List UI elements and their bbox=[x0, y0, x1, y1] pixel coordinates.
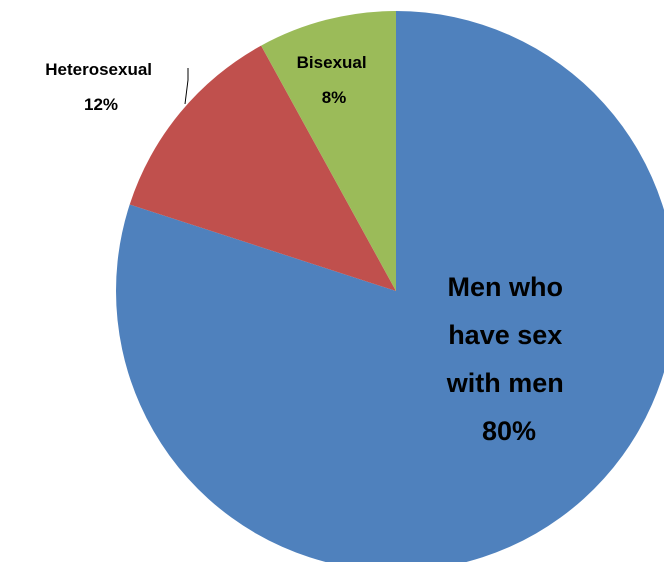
slice-bisexual bbox=[261, 11, 396, 291]
leader-line-heterosexual bbox=[184, 68, 189, 105]
label-heterosexual: Heterosexual 12% bbox=[45, 60, 157, 114]
label-msm-pct: 80% bbox=[482, 416, 536, 446]
label-bisexual: Bisexual 8% bbox=[297, 53, 372, 107]
slice-msm bbox=[116, 11, 664, 562]
label-msm-line-3: with men bbox=[446, 368, 564, 398]
slice-heterosexual bbox=[129, 45, 397, 292]
label-heterosexual-pct: 12% bbox=[84, 95, 118, 114]
label-msm: Men who have sex with men 80% bbox=[446, 272, 572, 446]
label-msm-line-2: have sex bbox=[448, 320, 562, 350]
label-heterosexual-name: Heterosexual bbox=[45, 60, 152, 79]
label-msm-line-1: Men who bbox=[447, 272, 563, 302]
label-bisexual-name: Bisexual bbox=[297, 53, 367, 72]
label-bisexual-pct: 8% bbox=[322, 88, 347, 107]
pie-slices bbox=[116, 11, 664, 562]
